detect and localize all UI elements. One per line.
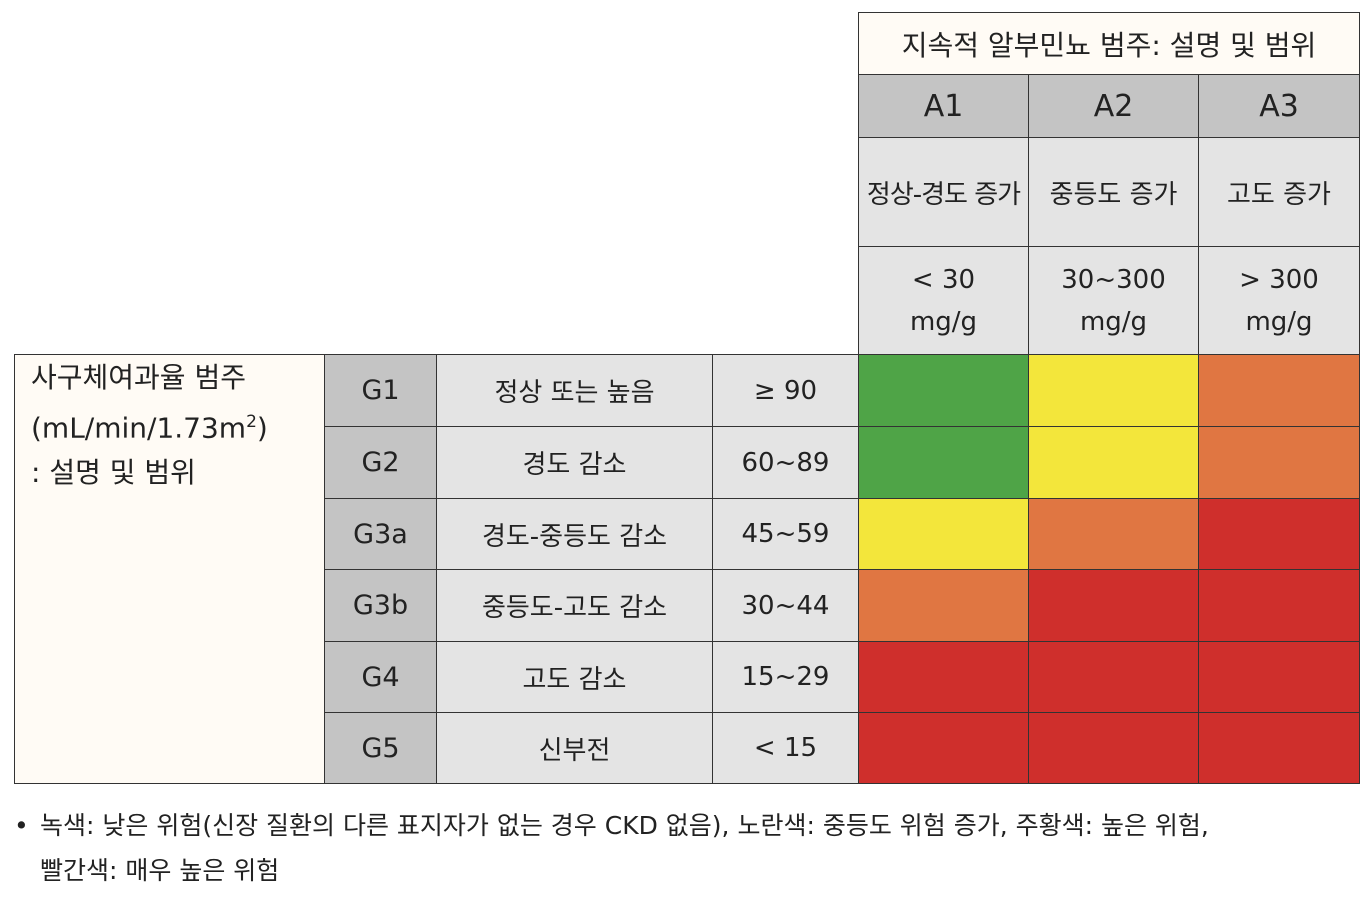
risk-cell-g3a-a1: [858, 498, 1029, 570]
risk-cell-g4-a1: [858, 641, 1029, 713]
gfr-code-g5: G5: [324, 712, 437, 784]
gfr-code-g1: G1: [324, 354, 437, 427]
albuminuria-code-a1: A1: [858, 74, 1029, 138]
albuminuria-range-a1: < 30 mg/g: [858, 246, 1029, 355]
footnote-bullet: •: [14, 811, 29, 840]
risk-cell-g5-a2: [1028, 712, 1199, 784]
albuminuria-range-a2-value: 30~300: [1061, 264, 1166, 295]
albuminuria-range-a2: 30~300 mg/g: [1028, 246, 1199, 355]
albuminuria-desc-a2: 중등도 증가: [1028, 137, 1199, 247]
albuminuria-title: 지속적 알부민뇨 범주: 설명 및 범위: [858, 12, 1360, 75]
risk-cell-g1-a2: [1028, 354, 1199, 427]
risk-cell-g3a-a3: [1198, 498, 1360, 570]
risk-cell-g1-a1: [858, 354, 1029, 427]
albuminuria-desc-a3: 고도 증가: [1198, 137, 1360, 247]
risk-cell-g5-a1: [858, 712, 1029, 784]
albuminuria-range-a3-unit: mg/g: [1245, 306, 1313, 337]
risk-cell-g3b-a1: [858, 569, 1029, 642]
gfr-code-g3a: G3a: [324, 498, 437, 570]
risk-cell-g3b-a3: [1198, 569, 1360, 642]
risk-cell-g2-a3: [1198, 426, 1360, 499]
risk-cell-g3a-a2: [1028, 498, 1199, 570]
albuminuria-range-a3: > 300 mg/g: [1198, 246, 1360, 355]
gfr-code-g4: G4: [324, 641, 437, 713]
albuminuria-range-a1-value: < 30: [911, 264, 976, 295]
gfr-range-g3a: 45~59: [712, 498, 859, 570]
gfr-label-superscript: 2: [246, 412, 257, 432]
risk-cell-g1-a3: [1198, 354, 1360, 427]
risk-cell-g4-a2: [1028, 641, 1199, 713]
footnote-text-1: 녹색: 낮은 위험(신장 질환의 다른 표지자가 없는 경우 CKD 없음), …: [40, 811, 1209, 840]
albuminuria-range-a3-value: > 300: [1239, 264, 1319, 295]
gfr-desc-g4: 고도 감소: [436, 641, 713, 713]
albuminuria-desc-a1: 정상-경도 증가: [858, 137, 1029, 247]
gfr-code-g3b: G3b: [324, 569, 437, 642]
risk-cell-g3b-a2: [1028, 569, 1199, 642]
gfr-code-g2: G2: [324, 426, 437, 499]
gfr-range-g2: 60~89: [712, 426, 859, 499]
gfr-range-g5: < 15: [712, 712, 859, 784]
albuminuria-range-a1-unit: mg/g: [909, 306, 978, 337]
footnote-line1: • 녹색: 낮은 위험(신장 질환의 다른 표지자가 없는 경우 CKD 없음),…: [14, 803, 1364, 848]
footnote-line2: 빨간색: 매우 높은 위험: [40, 856, 280, 885]
gfr-range-g3b: 30~44: [712, 569, 859, 642]
albuminuria-range-a2-unit: mg/g: [1079, 306, 1148, 337]
gfr-label-unit-close: ): [256, 411, 268, 445]
gfr-desc-g2: 경도 감소: [436, 426, 713, 499]
gfr-desc-g1: 정상 또는 높음: [436, 354, 713, 427]
gfr-label-unit: (mL/min/1.73m: [31, 411, 247, 445]
gfr-desc-g5: 신부전: [436, 712, 713, 784]
gfr-range-g1: ≥ 90: [712, 354, 859, 427]
gfr-label-line3: : 설명 및 범위: [31, 456, 196, 490]
gfr-range-g4: 15~29: [712, 641, 859, 713]
footnote: • 녹색: 낮은 위험(신장 질환의 다른 표지자가 없는 경우 CKD 없음),…: [14, 803, 1364, 893]
gfr-desc-g3a: 경도-중등도 감소: [436, 498, 713, 570]
gfr-label-line2: (mL/min/1.73m2): [31, 400, 268, 450]
risk-cell-g5-a3: [1198, 712, 1360, 784]
risk-cell-g2-a2: [1028, 426, 1199, 499]
gfr-category-label: 사구체여과율 범주 (mL/min/1.73m2) : 설명 및 범위: [14, 354, 325, 784]
albuminuria-code-a2: A2: [1028, 74, 1199, 138]
risk-cell-g2-a1: [858, 426, 1029, 499]
gfr-label-line1: 사구체여과율 범주: [31, 361, 246, 394]
risk-cell-g4-a3: [1198, 641, 1360, 713]
gfr-desc-g3b: 중등도-고도 감소: [436, 569, 713, 642]
albuminuria-code-a3: A3: [1198, 74, 1360, 138]
